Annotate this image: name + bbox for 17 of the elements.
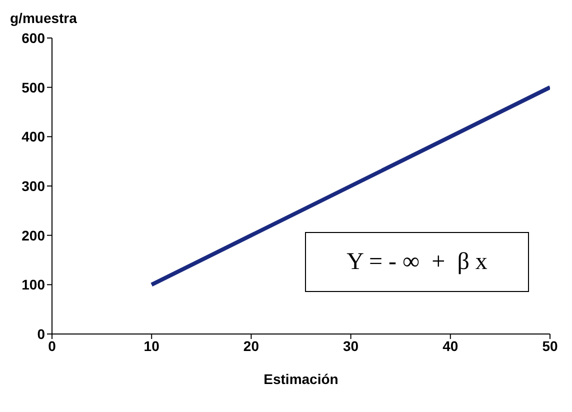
y-tick-label: 600 (22, 30, 46, 46)
y-axis-title: g/muestra (10, 10, 77, 26)
formula-box: Y = - ∞ + β x (305, 232, 529, 292)
y-tick-label: 300 (22, 178, 46, 194)
x-tick-label: 0 (48, 338, 56, 354)
y-tick-label: 400 (22, 128, 46, 145)
y-tick-label: 0 (37, 326, 46, 342)
x-tick-label: 50 (542, 338, 558, 354)
line-series (150, 85, 550, 287)
x-tick-label: 30 (343, 338, 359, 354)
y-tick-label: 500 (22, 79, 46, 96)
x-tick-label: 20 (243, 338, 260, 354)
x-tick-label: 10 (144, 338, 160, 354)
x-axis-title: Estimación (264, 371, 338, 387)
y-tick-label: 200 (22, 227, 46, 244)
x-tick-label: 40 (442, 338, 458, 354)
y-tick-label: 100 (22, 276, 46, 293)
